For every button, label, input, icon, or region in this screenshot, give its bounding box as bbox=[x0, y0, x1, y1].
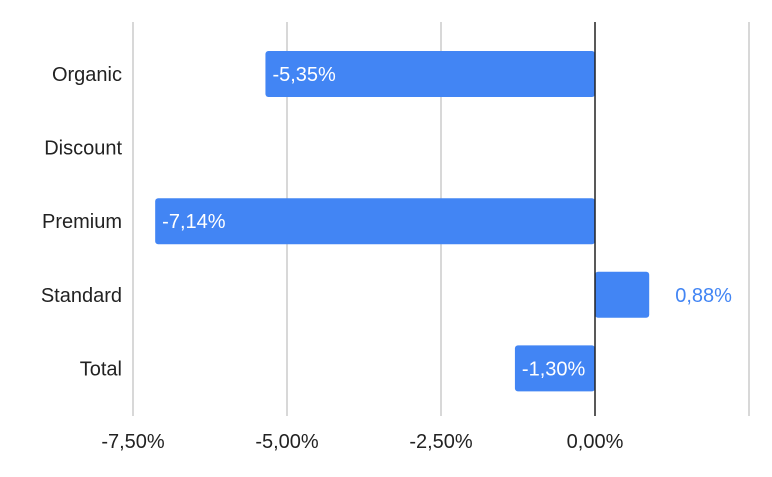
category-label: Organic bbox=[52, 64, 122, 86]
bar bbox=[595, 271, 650, 318]
x-tick-label: -2,50% bbox=[409, 431, 473, 453]
data-labels: -5,35% -7,14% 0,88% -1,30% bbox=[162, 64, 732, 380]
bars bbox=[155, 51, 650, 392]
data-label: -1,30% bbox=[522, 358, 586, 380]
category-label: Premium bbox=[42, 211, 122, 233]
x-tick-label: -7,50% bbox=[101, 431, 165, 453]
x-tick-label: 0,00% bbox=[567, 431, 624, 453]
bar bbox=[265, 51, 595, 97]
data-label: 0,88% bbox=[675, 285, 732, 307]
bar bbox=[514, 345, 595, 392]
bar bbox=[155, 198, 595, 245]
data-label: -7,14% bbox=[162, 211, 226, 233]
category-label: Standard bbox=[41, 285, 122, 307]
x-tick-label: -5,00% bbox=[255, 431, 319, 453]
category-labels: Organic Discount Premium Standard Total bbox=[41, 64, 123, 380]
category-label: Total bbox=[80, 358, 122, 380]
category-label: Discount bbox=[44, 138, 122, 160]
data-label: -5,35% bbox=[272, 64, 336, 86]
x-tick-labels: -7,50% -5,00% -2,50% 0,00% bbox=[101, 431, 623, 453]
